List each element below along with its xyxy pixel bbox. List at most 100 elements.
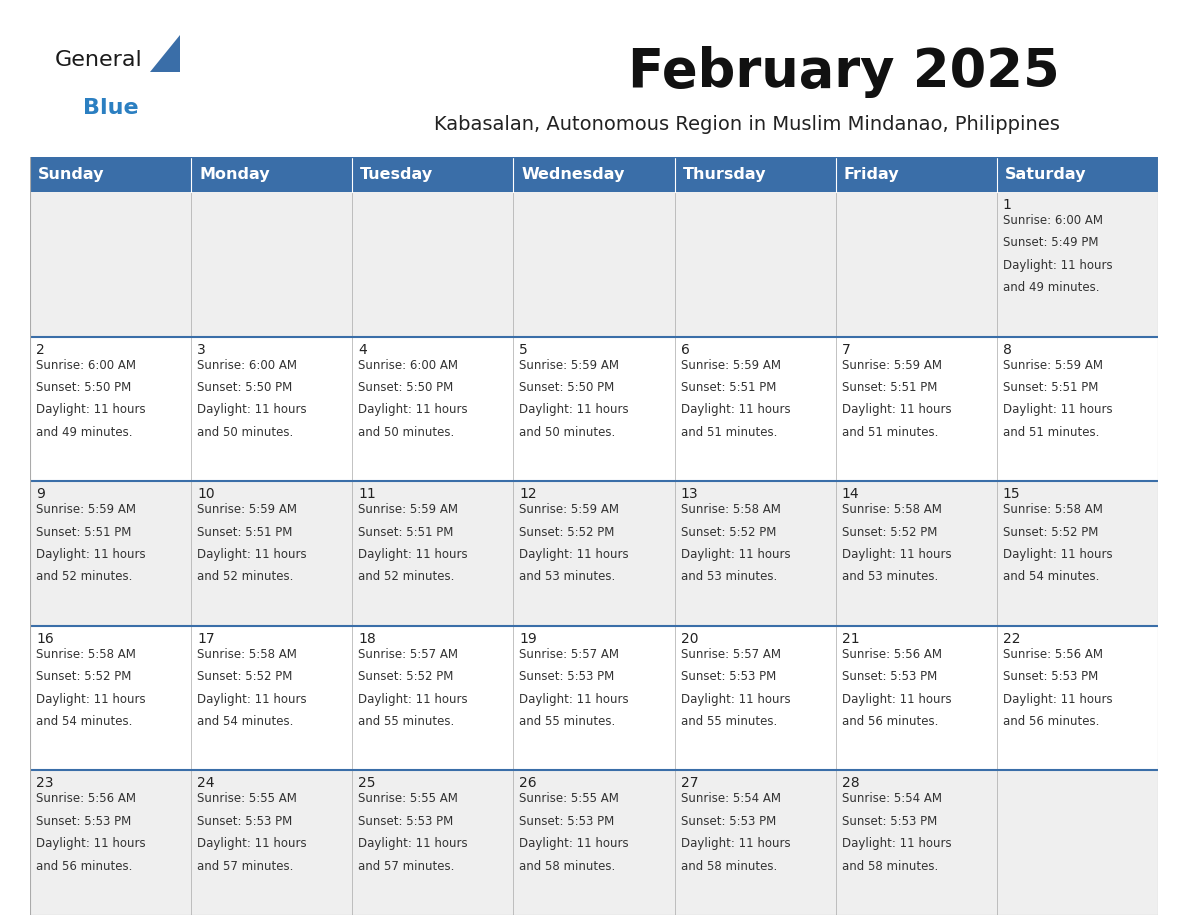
- Bar: [191, 157, 353, 192]
- Text: 25: 25: [359, 777, 375, 790]
- Text: and 58 minutes.: and 58 minutes.: [681, 859, 777, 873]
- Text: Sunset: 5:50 PM: Sunset: 5:50 PM: [359, 381, 454, 394]
- Text: February 2025: February 2025: [628, 46, 1060, 98]
- Text: and 56 minutes.: and 56 minutes.: [36, 859, 132, 873]
- Text: Sunrise: 5:56 AM: Sunrise: 5:56 AM: [36, 792, 135, 805]
- Text: 11: 11: [359, 487, 377, 501]
- Text: Sunrise: 5:59 AM: Sunrise: 5:59 AM: [359, 503, 459, 516]
- Bar: [997, 626, 1158, 770]
- Text: Sunrise: 6:00 AM: Sunrise: 6:00 AM: [359, 359, 459, 372]
- Text: Thursday: Thursday: [683, 167, 766, 182]
- Text: 9: 9: [36, 487, 45, 501]
- Text: 7: 7: [842, 342, 851, 356]
- Bar: [513, 157, 675, 192]
- Text: 8: 8: [1003, 342, 1012, 356]
- Text: Daylight: 11 hours: Daylight: 11 hours: [1003, 259, 1112, 272]
- Bar: [835, 157, 997, 192]
- Text: Daylight: 11 hours: Daylight: 11 hours: [1003, 403, 1112, 417]
- Text: Daylight: 11 hours: Daylight: 11 hours: [519, 548, 630, 561]
- Bar: [835, 192, 997, 337]
- Text: Saturday: Saturday: [1005, 167, 1086, 182]
- Text: Sunrise: 5:55 AM: Sunrise: 5:55 AM: [519, 792, 619, 805]
- Text: Sunrise: 6:00 AM: Sunrise: 6:00 AM: [1003, 214, 1102, 227]
- Text: and 50 minutes.: and 50 minutes.: [197, 426, 293, 439]
- Text: Sunset: 5:53 PM: Sunset: 5:53 PM: [197, 815, 292, 828]
- Text: Daylight: 11 hours: Daylight: 11 hours: [519, 692, 630, 706]
- Text: Sunrise: 5:57 AM: Sunrise: 5:57 AM: [359, 648, 459, 661]
- Text: Sunset: 5:50 PM: Sunset: 5:50 PM: [197, 381, 292, 394]
- Text: General: General: [55, 50, 143, 70]
- Text: 17: 17: [197, 632, 215, 645]
- Text: 13: 13: [681, 487, 699, 501]
- Text: Sunset: 5:53 PM: Sunset: 5:53 PM: [1003, 670, 1098, 683]
- Bar: [513, 337, 675, 481]
- Text: Daylight: 11 hours: Daylight: 11 hours: [36, 692, 146, 706]
- Text: 6: 6: [681, 342, 689, 356]
- Bar: [30, 157, 191, 192]
- Bar: [353, 770, 513, 915]
- Bar: [835, 337, 997, 481]
- Text: 24: 24: [197, 777, 215, 790]
- Text: and 50 minutes.: and 50 minutes.: [519, 426, 615, 439]
- Text: and 51 minutes.: and 51 minutes.: [842, 426, 939, 439]
- Text: Sunrise: 5:56 AM: Sunrise: 5:56 AM: [842, 648, 942, 661]
- Text: and 52 minutes.: and 52 minutes.: [36, 570, 132, 584]
- Text: and 53 minutes.: and 53 minutes.: [519, 570, 615, 584]
- Text: Sunset: 5:50 PM: Sunset: 5:50 PM: [519, 381, 614, 394]
- Text: Sunday: Sunday: [38, 167, 105, 182]
- Text: Sunrise: 5:56 AM: Sunrise: 5:56 AM: [1003, 648, 1102, 661]
- Bar: [30, 626, 191, 770]
- Text: Sunrise: 5:58 AM: Sunrise: 5:58 AM: [36, 648, 135, 661]
- Text: 5: 5: [519, 342, 529, 356]
- Text: and 55 minutes.: and 55 minutes.: [681, 715, 777, 728]
- Bar: [997, 192, 1158, 337]
- Text: Sunset: 5:52 PM: Sunset: 5:52 PM: [1003, 526, 1098, 539]
- Text: and 51 minutes.: and 51 minutes.: [1003, 426, 1099, 439]
- Text: Sunrise: 5:59 AM: Sunrise: 5:59 AM: [36, 503, 135, 516]
- Bar: [353, 481, 513, 626]
- Text: Friday: Friday: [843, 167, 899, 182]
- Bar: [353, 626, 513, 770]
- Text: and 52 minutes.: and 52 minutes.: [197, 570, 293, 584]
- Bar: [513, 481, 675, 626]
- Text: Sunset: 5:53 PM: Sunset: 5:53 PM: [681, 670, 776, 683]
- Bar: [675, 770, 835, 915]
- Text: Daylight: 11 hours: Daylight: 11 hours: [359, 692, 468, 706]
- Text: Sunrise: 5:58 AM: Sunrise: 5:58 AM: [842, 503, 942, 516]
- Text: Daylight: 11 hours: Daylight: 11 hours: [842, 837, 952, 850]
- Bar: [191, 770, 353, 915]
- Text: Daylight: 11 hours: Daylight: 11 hours: [1003, 692, 1112, 706]
- Bar: [353, 157, 513, 192]
- Text: Sunset: 5:51 PM: Sunset: 5:51 PM: [681, 381, 776, 394]
- Text: Daylight: 11 hours: Daylight: 11 hours: [842, 403, 952, 417]
- Text: and 58 minutes.: and 58 minutes.: [519, 859, 615, 873]
- Bar: [30, 192, 191, 337]
- Text: and 55 minutes.: and 55 minutes.: [519, 715, 615, 728]
- Text: Daylight: 11 hours: Daylight: 11 hours: [842, 548, 952, 561]
- Text: and 56 minutes.: and 56 minutes.: [842, 715, 939, 728]
- Bar: [30, 770, 191, 915]
- Bar: [353, 337, 513, 481]
- Text: Sunrise: 5:59 AM: Sunrise: 5:59 AM: [519, 503, 619, 516]
- Bar: [997, 770, 1158, 915]
- Bar: [191, 626, 353, 770]
- Bar: [835, 770, 997, 915]
- Text: Sunrise: 5:59 AM: Sunrise: 5:59 AM: [1003, 359, 1102, 372]
- Text: and 54 minutes.: and 54 minutes.: [197, 715, 293, 728]
- Text: 28: 28: [842, 777, 859, 790]
- Text: Kabasalan, Autonomous Region in Muslim Mindanao, Philippines: Kabasalan, Autonomous Region in Muslim M…: [434, 116, 1060, 135]
- Bar: [191, 481, 353, 626]
- Text: Sunset: 5:53 PM: Sunset: 5:53 PM: [681, 815, 776, 828]
- Text: 27: 27: [681, 777, 699, 790]
- Text: Daylight: 11 hours: Daylight: 11 hours: [36, 837, 146, 850]
- Bar: [835, 481, 997, 626]
- Text: Daylight: 11 hours: Daylight: 11 hours: [681, 692, 790, 706]
- Text: and 54 minutes.: and 54 minutes.: [36, 715, 132, 728]
- Text: 10: 10: [197, 487, 215, 501]
- Text: Daylight: 11 hours: Daylight: 11 hours: [197, 403, 307, 417]
- Text: Sunrise: 5:58 AM: Sunrise: 5:58 AM: [1003, 503, 1102, 516]
- Text: and 50 minutes.: and 50 minutes.: [359, 426, 455, 439]
- Text: Daylight: 11 hours: Daylight: 11 hours: [681, 403, 790, 417]
- Bar: [513, 770, 675, 915]
- Text: and 57 minutes.: and 57 minutes.: [359, 859, 455, 873]
